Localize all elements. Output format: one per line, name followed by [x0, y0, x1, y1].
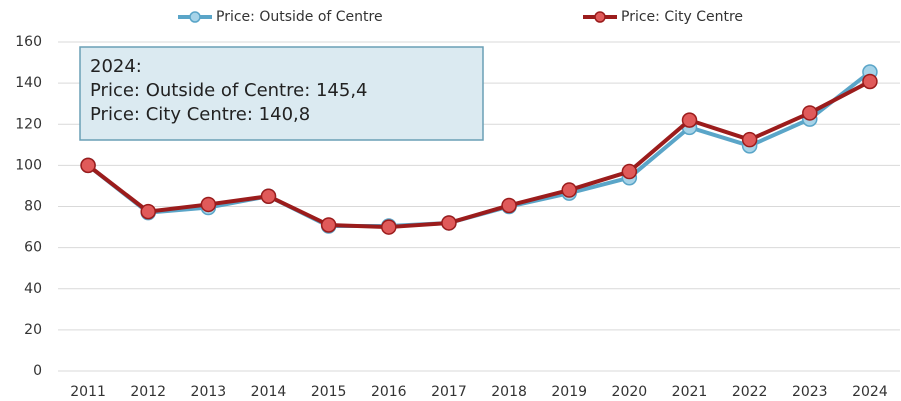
- x-tick-label: 2022: [732, 384, 768, 400]
- x-tick-label: 2014: [251, 384, 287, 400]
- x-tick-label: 2013: [191, 384, 227, 400]
- point: [862, 73, 878, 90]
- point: [681, 112, 698, 128]
- x-tick-label: 2021: [672, 384, 708, 400]
- y-tick-label: 40: [24, 281, 42, 297]
- x-tick-label: 2020: [612, 384, 648, 400]
- x-tick-label: 2017: [431, 384, 467, 400]
- tooltip: 2024: Price: Outside of Centre: 145,4 Pr…: [79, 46, 484, 141]
- tooltip-line: Price: Outside of Centre: 145,4: [90, 80, 368, 101]
- point: [80, 157, 96, 174]
- tooltip-title: 2024:: [90, 56, 142, 77]
- point: [200, 196, 217, 213]
- point: [501, 197, 517, 214]
- y-tick-label: 0: [33, 363, 42, 379]
- legend-marker: [594, 11, 606, 23]
- x-tick-label: 2018: [491, 384, 527, 400]
- tooltip-box: [79, 46, 484, 141]
- tooltip-line: Price: City Centre: 140,8: [90, 104, 310, 125]
- legend-label: Price: City Centre: [621, 9, 743, 25]
- point: [381, 219, 397, 235]
- x-tick-label: 2023: [792, 384, 828, 400]
- point: [320, 217, 337, 233]
- y-tick-label: 20: [24, 322, 42, 338]
- y-tick-label: 60: [24, 240, 42, 256]
- legend-marker: [189, 11, 201, 23]
- point: [441, 215, 457, 231]
- x-tick-label: 2011: [70, 384, 106, 400]
- x-tick-label: 2016: [371, 384, 407, 400]
- point: [741, 131, 758, 148]
- y-tick-label: 140: [15, 75, 42, 91]
- point: [802, 105, 818, 121]
- point: [140, 203, 156, 220]
- y-tick-label: 80: [24, 199, 42, 215]
- y-tick-label: 100: [15, 157, 42, 173]
- y-tick-label: 120: [15, 116, 42, 132]
- point: [260, 188, 277, 204]
- x-tick-label: 2024: [852, 384, 888, 400]
- series-layer: [80, 64, 878, 235]
- x-tick-label: 2012: [130, 384, 166, 400]
- series-line: [86, 79, 871, 230]
- legend-label: Price: Outside of Centre: [216, 9, 383, 25]
- point: [561, 182, 577, 198]
- x-tick-label: 2015: [311, 384, 347, 400]
- y-tick-label: 160: [15, 34, 42, 50]
- x-tick-label: 2019: [551, 384, 587, 400]
- point: [621, 163, 638, 180]
